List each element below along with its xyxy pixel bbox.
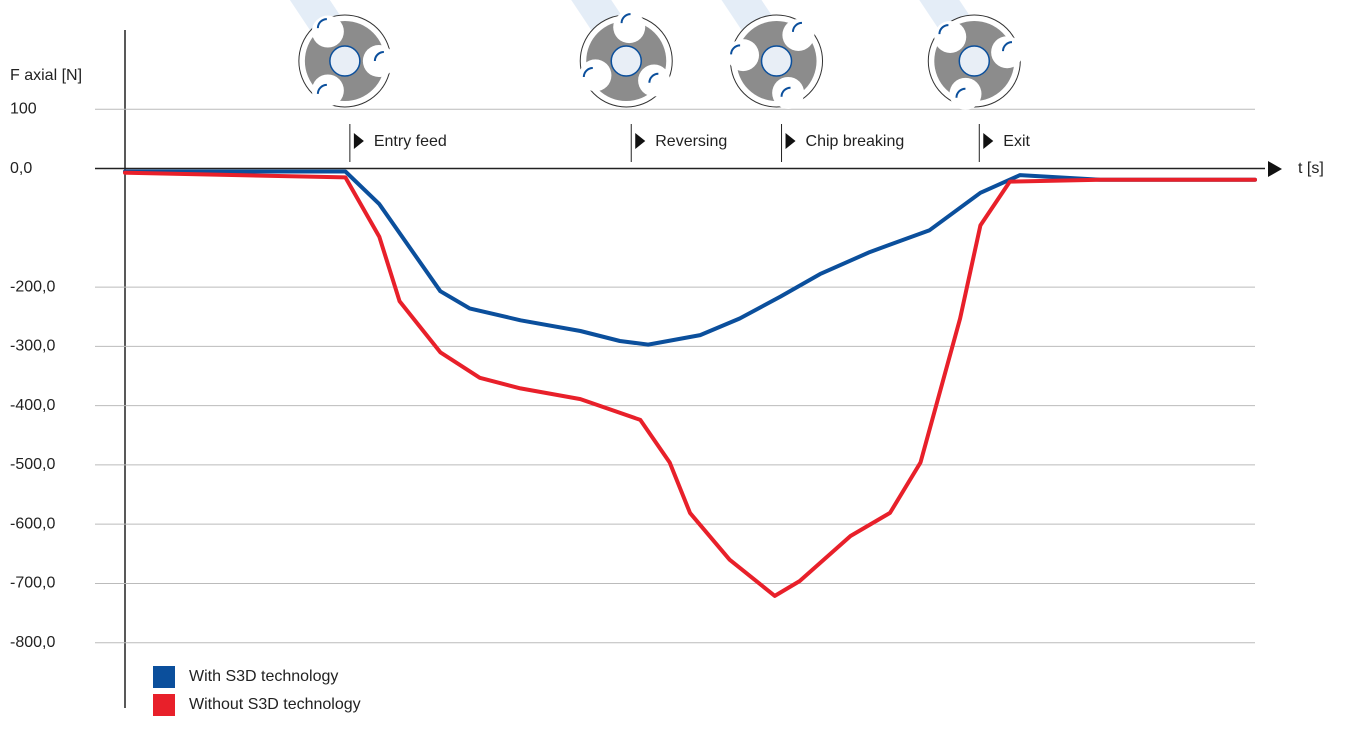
- tool-icon: [919, 0, 1024, 110]
- annotation-arrow: [983, 133, 994, 149]
- annotation-label: Reversing: [655, 133, 727, 150]
- cutting-edge: [620, 13, 631, 24]
- tool-core: [760, 45, 793, 77]
- cutting-edge: [316, 83, 327, 95]
- series-line: [123, 170, 1257, 598]
- legend-swatch: [153, 694, 175, 716]
- x-axis-arrow: [1268, 161, 1282, 177]
- y-tick-label: -300,0: [10, 338, 55, 355]
- y-tick-label: 100: [10, 100, 37, 117]
- y-tick-label: -700,0: [10, 575, 55, 592]
- y-axis-label: F axial [N]: [10, 67, 82, 84]
- cutting-edge: [373, 51, 384, 62]
- flute: [727, 39, 760, 72]
- flute: [579, 59, 612, 92]
- cutting-edge: [648, 72, 659, 83]
- tool-icon: [289, 0, 395, 108]
- y-tick-label: -600,0: [10, 515, 55, 532]
- flute: [311, 74, 344, 107]
- tool-core: [610, 45, 642, 77]
- tool-core: [958, 45, 991, 77]
- annotation-label: Chip breaking: [806, 133, 905, 150]
- tool-core: [329, 45, 361, 77]
- flute: [772, 76, 805, 109]
- series-line: [123, 169, 1257, 347]
- y-tick-label: -800,0: [10, 634, 55, 651]
- y-tick-label: -200,0: [10, 278, 55, 295]
- tool-icon: [721, 0, 824, 109]
- flute: [782, 18, 815, 51]
- flute: [613, 11, 646, 44]
- y-tick-label: 0,0: [10, 160, 32, 177]
- tool-icon: [571, 0, 673, 108]
- cutting-edge: [791, 21, 803, 33]
- cutting-edge: [955, 87, 966, 98]
- y-tick-label: -500,0: [10, 456, 55, 473]
- flute: [949, 77, 982, 110]
- flute: [991, 36, 1024, 69]
- cutting-edge: [938, 24, 949, 35]
- annotation-label: Entry feed: [374, 133, 447, 150]
- annotation-arrow: [353, 133, 364, 149]
- cutting-edge: [730, 44, 741, 55]
- cutting-edge: [780, 86, 791, 97]
- legend-label: Without S3D technology: [189, 696, 361, 713]
- legend-label: With S3D technology: [189, 668, 338, 685]
- x-axis-label: t [s]: [1298, 160, 1324, 177]
- flute: [638, 64, 671, 97]
- annotation-arrow: [635, 133, 646, 149]
- annotation-arrow: [785, 133, 796, 149]
- flute: [311, 15, 344, 48]
- legend-swatch: [153, 666, 175, 688]
- flute: [362, 45, 395, 77]
- cutting-edge: [1001, 41, 1013, 52]
- cutting-edge: [582, 67, 593, 78]
- y-tick-label: -400,0: [10, 397, 55, 414]
- cutting-edge: [316, 18, 327, 29]
- flute: [934, 20, 967, 53]
- annotation-label: Exit: [1003, 133, 1030, 150]
